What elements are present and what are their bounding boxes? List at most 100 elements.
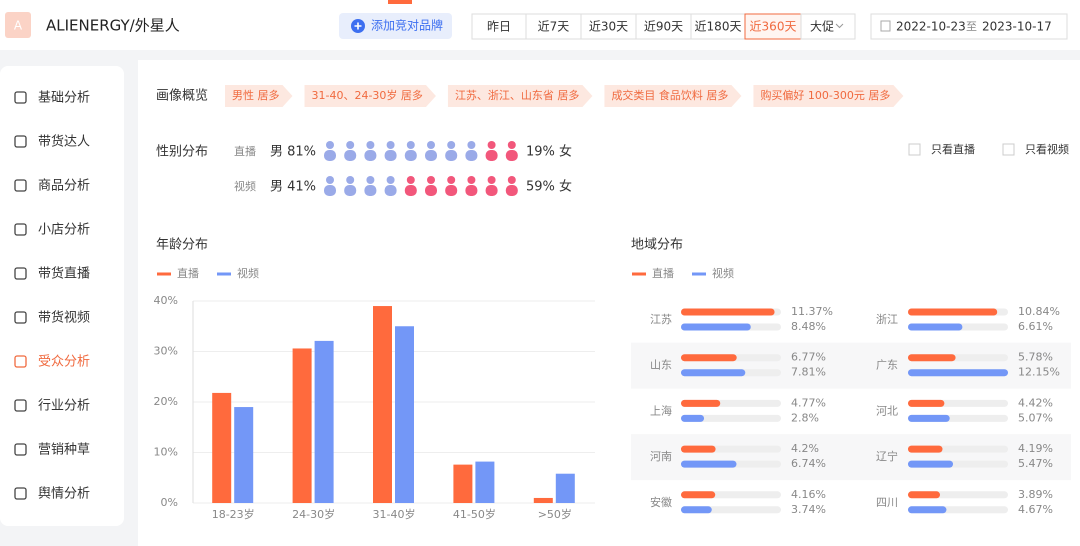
female-label: 19% 女 xyxy=(526,144,572,160)
filter-label[interactable]: 只看直播 xyxy=(931,142,975,156)
nav-item[interactable]: 带货视频 xyxy=(38,310,90,326)
gender-label: 性别分布 xyxy=(156,145,208,160)
nav-icon xyxy=(14,179,27,192)
person-head xyxy=(406,141,415,149)
region-name: 辽宁 xyxy=(876,449,898,463)
person-head xyxy=(447,176,456,184)
legend-label: 直播 xyxy=(652,266,674,280)
person-head xyxy=(406,176,415,184)
person-head xyxy=(427,176,435,184)
value-label: 5.78% xyxy=(1018,351,1053,364)
tag: 男性 居多 xyxy=(232,88,280,102)
time-tab[interactable] xyxy=(525,13,582,40)
region-name: 山东 xyxy=(650,359,672,372)
time-tab[interactable] xyxy=(744,13,802,40)
time-tab[interactable] xyxy=(471,13,527,40)
bar xyxy=(908,369,1008,377)
tag-bg xyxy=(753,85,904,107)
legend-label: 直播 xyxy=(177,266,199,280)
bar xyxy=(908,308,998,316)
logo xyxy=(5,12,31,38)
nav-item[interactable]: 商品分析 xyxy=(38,179,90,194)
male-label: 男 81% xyxy=(270,145,316,160)
time-tab[interactable] xyxy=(690,13,746,40)
female-label: 59% 女 xyxy=(526,179,572,195)
person-body xyxy=(465,185,478,196)
value-label: 5.07% xyxy=(1018,411,1053,424)
time-tab-label: 昨日 xyxy=(487,20,511,34)
person-body xyxy=(404,150,417,161)
person-body xyxy=(364,150,377,161)
person-head xyxy=(346,176,355,184)
filter-checkbox[interactable] xyxy=(1002,143,1015,156)
bar xyxy=(681,308,775,316)
value-label: 11.37% xyxy=(791,305,833,318)
value-label: 4.16% xyxy=(791,488,826,501)
value-label: 6.61% xyxy=(1018,320,1053,333)
person-head xyxy=(427,141,435,149)
time-tab-label: 近90天 xyxy=(644,20,683,34)
date-box[interactable] xyxy=(870,13,1068,40)
person-body xyxy=(485,185,498,196)
value-label: 4.2% xyxy=(791,442,819,455)
add-button[interactable] xyxy=(339,13,452,39)
row-bg xyxy=(631,434,1071,481)
value-label: 3.74% xyxy=(791,503,826,516)
person-body xyxy=(404,185,417,196)
filter-label[interactable]: 只看视频 xyxy=(1025,142,1069,156)
bar xyxy=(555,473,575,503)
tag: 购买偏好 100-300元 居多 xyxy=(760,88,890,102)
nav-item[interactable]: 营销种草 xyxy=(38,443,90,458)
y-tick-label: 40% xyxy=(154,294,178,307)
calendar-icon xyxy=(880,20,891,32)
bar xyxy=(681,506,712,514)
male-label: 男 41% xyxy=(270,180,316,195)
value-label: 4.67% xyxy=(1018,503,1053,516)
tag-bg xyxy=(604,85,742,107)
chart-title: 年龄分布 xyxy=(156,238,208,253)
person-head xyxy=(366,176,375,184)
chart-title: 地域分布 xyxy=(631,238,683,253)
gender-row-name: 视频 xyxy=(234,179,256,193)
tag-bg xyxy=(304,85,436,107)
legend-swatch xyxy=(217,272,231,276)
bar xyxy=(681,460,737,468)
tag: 31-40、24-30岁 居多 xyxy=(312,88,423,102)
region-name: 浙江 xyxy=(876,313,898,326)
nav-item[interactable]: 行业分析 xyxy=(38,399,90,414)
x-tick-label: 31-40岁 xyxy=(373,507,416,521)
value-label: 4.19% xyxy=(1018,442,1053,455)
nav-item[interactable]: 舆情分析 xyxy=(38,487,90,502)
person-head xyxy=(386,141,395,149)
date-sep: 至 xyxy=(966,20,977,33)
bar xyxy=(395,326,414,503)
bar xyxy=(908,354,956,362)
person-body xyxy=(505,150,518,161)
time-tab[interactable] xyxy=(800,13,856,40)
nav-icon xyxy=(14,91,27,104)
bar xyxy=(212,392,232,503)
nav-item[interactable]: 带货达人 xyxy=(38,134,90,150)
bar xyxy=(533,497,553,503)
person-body xyxy=(324,150,336,161)
nav-icon xyxy=(14,487,27,500)
region-name: 上海 xyxy=(650,403,672,417)
filter-checkbox[interactable] xyxy=(908,143,921,156)
bar xyxy=(314,340,334,503)
nav-icon xyxy=(14,135,27,148)
legend-label: 视频 xyxy=(712,266,734,280)
tag-bg xyxy=(447,85,593,107)
person-body xyxy=(384,185,397,196)
bar xyxy=(681,491,716,499)
row-bg xyxy=(631,342,1071,389)
person-head xyxy=(366,141,375,149)
nav-item[interactable]: 小店分析 xyxy=(38,223,90,238)
person-body xyxy=(364,185,377,196)
bar xyxy=(908,399,945,407)
person-body xyxy=(505,185,518,196)
nav-item[interactable]: 基础分析 xyxy=(38,91,90,106)
nav-item[interactable]: 带货直播 xyxy=(38,266,90,282)
nav-item[interactable]: 受众分析 xyxy=(38,355,90,370)
time-tab[interactable] xyxy=(635,13,692,40)
